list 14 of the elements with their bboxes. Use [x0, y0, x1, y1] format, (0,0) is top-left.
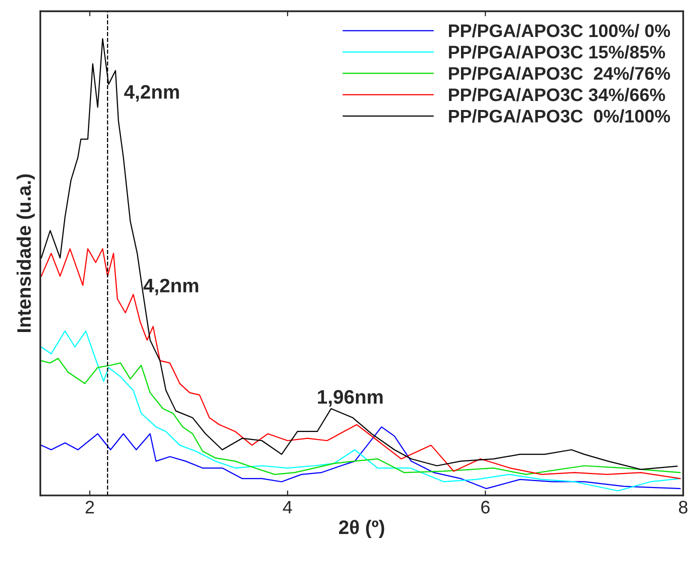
legend-label: PP/PGA/APO3C 15%/85%	[448, 45, 666, 59]
y-axis-title: Intensidade (u.a.)	[16, 174, 35, 332]
annotation: 4,2nm	[124, 85, 179, 102]
legend-label: PP/PGA/APO3C 0%/100%	[448, 109, 670, 123]
annotation: 4,2nm	[143, 278, 198, 296]
x-tick-label: 4	[282, 500, 292, 514]
legend-label: PP/PGA/APO3C 100%/ 0%	[448, 24, 670, 38]
x-tick-label: 2	[86, 500, 94, 514]
annotation: 1,96nm	[318, 390, 383, 407]
legend-label: PP/PGA/APO3C 34%/66%	[448, 88, 666, 102]
legend-label: PP/PGA/APO3C 24%/76%	[448, 66, 670, 80]
x-tick-label: 6	[481, 500, 490, 514]
x-tick-label: 8	[678, 500, 688, 514]
x-axis-title: 2θ (º)	[339, 520, 384, 538]
